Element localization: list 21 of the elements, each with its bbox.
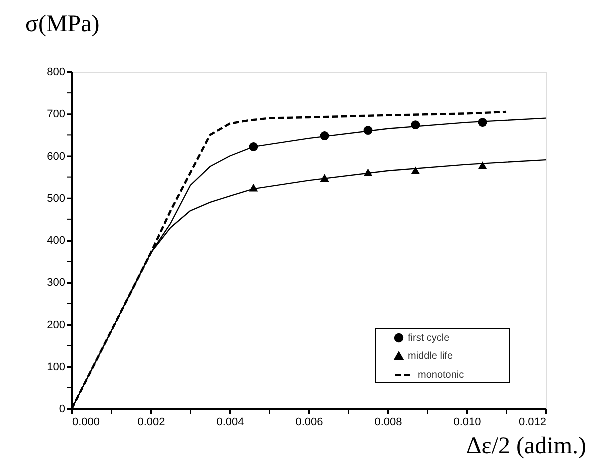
legend-label: first cycle [408, 333, 450, 344]
y-tick-label: 600 [47, 150, 66, 163]
y-tick-label: 100 [47, 361, 66, 374]
y-tick-label: 400 [47, 235, 66, 247]
y-tick-label: 700 [47, 108, 66, 121]
x-tick-label: 0.006 [296, 416, 324, 428]
x-tick-label: 0.010 [454, 416, 482, 428]
x-tick-label: 0.008 [374, 416, 402, 428]
x-tick-label: 0.002 [138, 416, 166, 428]
y-tick-label: 800 [47, 66, 66, 78]
y-tick-label: 0 [59, 404, 66, 416]
y-tick-label: 500 [47, 192, 66, 205]
legend-label: monotonic [418, 370, 464, 381]
legend-label: middle life [408, 351, 454, 362]
y-axis-title: σ(MPa) [26, 12, 100, 38]
x-tick-label: 0.004 [216, 416, 244, 428]
x-axis-title: Δε/2 (adim.) [466, 434, 586, 460]
y-tick-label: 200 [47, 319, 66, 332]
x-tick-label: 0.000 [72, 416, 100, 428]
x-tick-label: 0.012 [518, 416, 546, 428]
y-tick-label: 300 [47, 277, 66, 290]
